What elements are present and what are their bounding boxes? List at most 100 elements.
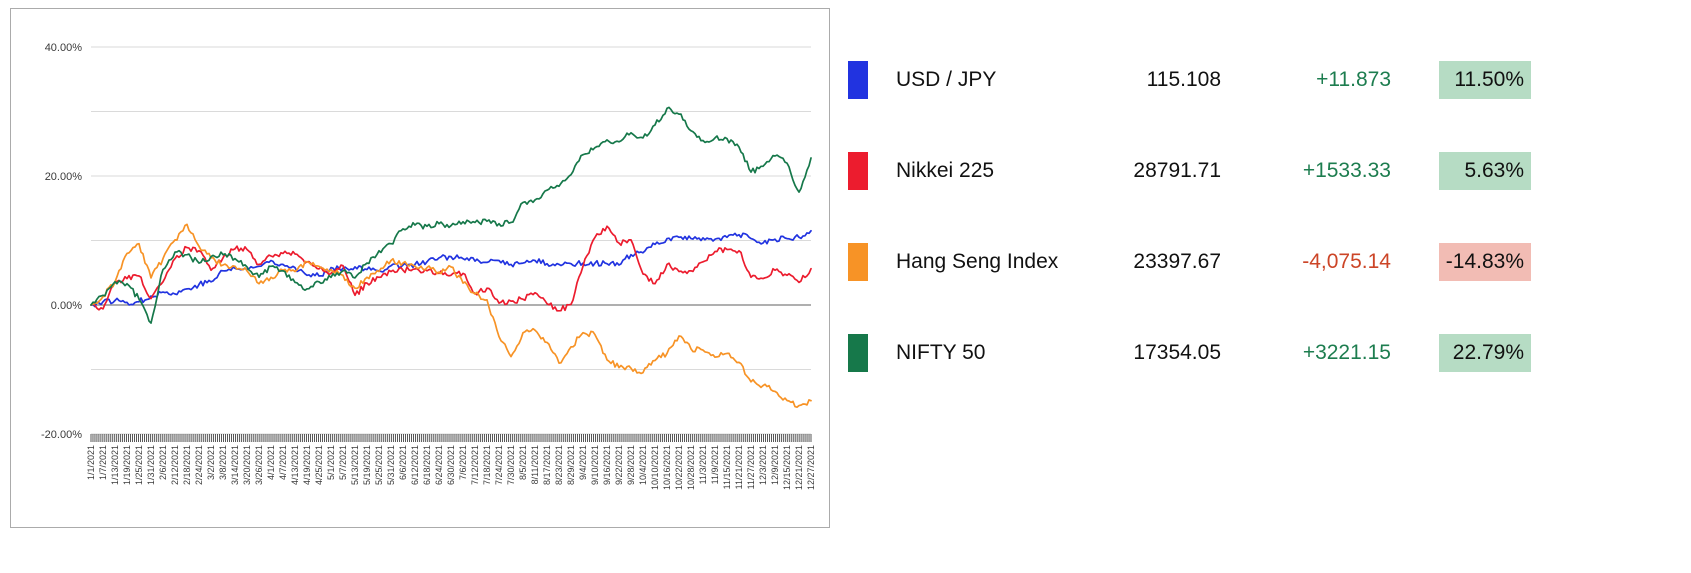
svg-text:2/6/2021: 2/6/2021 [158, 445, 168, 480]
svg-text:11/3/2021: 11/3/2021 [698, 445, 708, 484]
svg-text:6/30/2021: 6/30/2021 [446, 445, 456, 485]
svg-text:1/13/2021: 1/13/2021 [110, 445, 120, 485]
svg-text:10/22/2021: 10/22/2021 [674, 445, 684, 490]
series-change-percent-badge: 11.50% [1439, 61, 1531, 99]
series-last-value: 115.108 [1146, 68, 1221, 91]
svg-text:9/22/2021: 9/22/2021 [614, 445, 624, 485]
series-change-value: -4,075.14 [1302, 250, 1391, 273]
svg-text:11/27/2021: 11/27/2021 [746, 445, 756, 489]
svg-text:9/28/2021: 9/28/2021 [626, 445, 636, 485]
svg-text:10/16/2021: 10/16/2021 [662, 445, 672, 490]
svg-text:4/19/2021: 4/19/2021 [302, 445, 312, 485]
series-name: USD / JPY [896, 68, 997, 91]
svg-text:7/30/2021: 7/30/2021 [506, 445, 516, 485]
series-change-percent-badge: -14.83% [1439, 243, 1531, 281]
svg-text:8/29/2021: 8/29/2021 [566, 445, 576, 485]
svg-text:9/10/2021: 9/10/2021 [590, 445, 600, 485]
series-color-swatch [848, 243, 868, 281]
svg-text:12/3/2021: 12/3/2021 [758, 445, 768, 485]
series-last-value: 23397.67 [1133, 250, 1221, 273]
svg-text:3/26/2021: 3/26/2021 [254, 445, 264, 485]
series-last-value: 28791.71 [1133, 159, 1221, 182]
series-line-usd-jpy [90, 229, 812, 308]
svg-text:40.00%: 40.00% [45, 42, 83, 54]
svg-text:10/10/2021: 10/10/2021 [650, 445, 660, 490]
svg-text:9/4/2021: 9/4/2021 [578, 445, 588, 480]
x-axis-tick-band [90, 434, 812, 442]
svg-text:12/27/2021: 12/27/2021 [806, 445, 816, 490]
svg-text:7/24/2021: 7/24/2021 [494, 445, 504, 485]
svg-text:4/1/2021: 4/1/2021 [266, 445, 276, 480]
series-change-percent-badge: 5.63% [1439, 152, 1531, 190]
series-name: Hang Seng Index [896, 250, 1059, 273]
svg-text:11/9/2021: 11/9/2021 [710, 445, 720, 484]
svg-text:8/5/2021: 8/5/2021 [518, 445, 528, 480]
x-axis-labels: 1/1/2021 1/7/2021 1/13/2021 1/19/2021 1/25/2… [86, 445, 816, 490]
svg-text:11/15/2021: 11/15/2021 [722, 445, 732, 489]
series-color-swatch [848, 152, 868, 190]
svg-text:5/1/2021: 5/1/2021 [326, 445, 336, 480]
gridlines [91, 46, 811, 435]
svg-text:5/31/2021: 5/31/2021 [386, 445, 396, 485]
indices-performance-line-chart: 40.00% 20.00% 0.00% -20.00% 1/1/2021 1/7/2021… [41, 42, 816, 490]
svg-text:12/15/2021: 12/15/2021 [782, 445, 792, 490]
svg-text:12/9/2021: 12/9/2021 [770, 445, 780, 485]
series-color-swatch [848, 61, 868, 99]
svg-text:3/20/2021: 3/20/2021 [242, 445, 252, 485]
svg-text:7/12/2021: 7/12/2021 [470, 445, 480, 485]
series-line-nifty-50 [90, 106, 812, 324]
series-line-hang-seng-index [90, 223, 812, 409]
svg-text:20.00%: 20.00% [45, 171, 83, 183]
svg-text:10/28/2021: 10/28/2021 [686, 445, 696, 490]
svg-text:7/6/2021: 7/6/2021 [458, 445, 468, 480]
svg-text:11/21/2021: 11/21/2021 [734, 445, 744, 489]
series-change-percent-badge: 22.79% [1439, 334, 1531, 372]
svg-text:4/25/2021: 4/25/2021 [314, 445, 324, 485]
legend-row-nikkei-225: Nikkei 225 28791.71 +1533.33 5.63% [848, 151, 1548, 191]
svg-text:2/24/2021: 2/24/2021 [194, 445, 204, 485]
svg-text:1/25/2021: 1/25/2021 [134, 445, 144, 485]
svg-text:12/21/2021: 12/21/2021 [794, 445, 804, 490]
svg-text:10/4/2021: 10/4/2021 [638, 445, 648, 485]
series-change-value: +3221.15 [1302, 341, 1391, 364]
svg-text:3/14/2021: 3/14/2021 [230, 445, 240, 485]
performance-chart-panel: 40.00% 20.00% 0.00% -20.00% 1/1/2021 1/7/2021… [10, 8, 830, 528]
svg-text:9/16/2021: 9/16/2021 [602, 445, 612, 485]
svg-text:5/19/2021: 5/19/2021 [362, 445, 372, 485]
svg-text:2/18/2021: 2/18/2021 [182, 445, 192, 485]
series-last-value: 17354.05 [1133, 341, 1221, 364]
series-color-swatch [848, 334, 868, 372]
svg-text:5/25/2021: 5/25/2021 [374, 445, 384, 485]
legend-row-nifty-50: NIFTY 50 17354.05 +3221.15 22.79% [848, 333, 1548, 373]
svg-text:4/7/2021: 4/7/2021 [278, 445, 288, 480]
svg-text:5/13/2021: 5/13/2021 [350, 445, 360, 485]
series-name: Nikkei 225 [896, 159, 995, 182]
series-name: NIFTY 50 [896, 341, 986, 364]
index-legend-table: USD / JPY 115.108 +11.873 11.50% Nikkei … [848, 60, 1548, 424]
svg-text:3/8/2021: 3/8/2021 [218, 445, 228, 480]
series-line-nikkei-225 [90, 225, 812, 312]
svg-text:1/19/2021: 1/19/2021 [122, 445, 132, 485]
svg-text:3/2/2021: 3/2/2021 [206, 445, 216, 480]
svg-text:6/6/2021: 6/6/2021 [398, 445, 408, 480]
svg-text:4/13/2021: 4/13/2021 [290, 445, 300, 485]
svg-text:6/18/2021: 6/18/2021 [422, 445, 432, 485]
svg-text:6/12/2021: 6/12/2021 [410, 445, 420, 485]
legend-row-usd-jpy: USD / JPY 115.108 +11.873 11.50% [848, 60, 1548, 100]
svg-text:5/7/2021: 5/7/2021 [338, 445, 348, 480]
svg-text:1/7/2021: 1/7/2021 [98, 445, 108, 480]
series-change-value: +1533.33 [1302, 159, 1391, 182]
svg-text:7/18/2021: 7/18/2021 [482, 445, 492, 485]
legend-row-hang-seng: Hang Seng Index 23397.67 -4,075.14 -14.8… [848, 242, 1548, 282]
svg-text:6/24/2021: 6/24/2021 [434, 445, 444, 485]
svg-text:1/31/2021: 1/31/2021 [146, 445, 156, 485]
svg-text:8/23/2021: 8/23/2021 [554, 445, 564, 485]
svg-text:2/12/2021: 2/12/2021 [170, 445, 180, 485]
svg-text:8/11/2021: 8/11/2021 [530, 445, 540, 484]
svg-text:1/1/2021: 1/1/2021 [86, 445, 96, 480]
svg-text:-20.00%: -20.00% [41, 429, 82, 441]
svg-text:0.00%: 0.00% [51, 300, 82, 312]
y-axis-labels: 40.00% 20.00% 0.00% -20.00% [41, 42, 82, 441]
svg-text:8/17/2021: 8/17/2021 [542, 445, 552, 485]
series-change-value: +11.873 [1316, 68, 1391, 91]
